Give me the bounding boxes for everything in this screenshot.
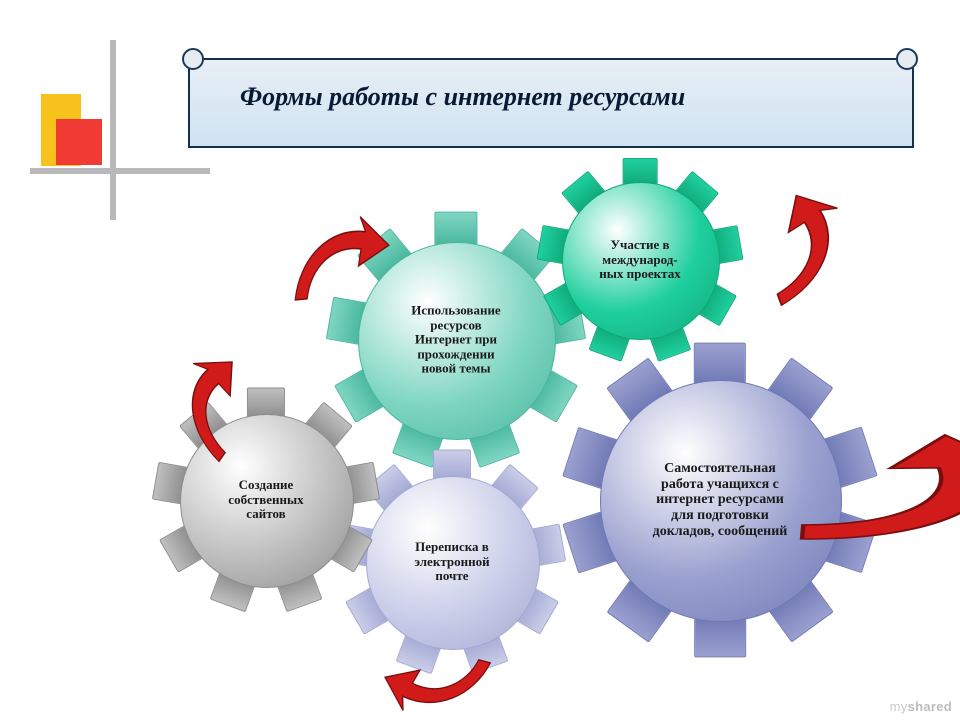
slide-stage: Формы работы с интернет ресурсами Самост…	[0, 0, 960, 720]
title-curl-right	[896, 48, 918, 70]
arrow-right	[772, 414, 960, 566]
watermark: myshared	[890, 699, 952, 714]
title-curl-left	[182, 48, 204, 70]
decor-cross-h	[30, 168, 210, 174]
gear-sites-label: Созданиесобственныхсайтов	[199, 478, 332, 522]
gear-projects-label: Участие вмеждународ-ных проектах	[580, 238, 701, 282]
arrow-tl	[282, 211, 399, 310]
decor-cross-v	[110, 40, 116, 220]
decor-red	[56, 119, 102, 165]
gear-resources-label: ИспользованиересурсовИнтернет припрохожд…	[380, 304, 532, 377]
slide-title: Формы работы с интернет ресурсами	[240, 82, 685, 112]
arrow-tr	[735, 177, 867, 315]
gear-projects: Участие вмеждународ-ных проектах	[535, 155, 744, 364]
gear-email-label: Переписка вэлектроннойпочте	[385, 540, 518, 584]
